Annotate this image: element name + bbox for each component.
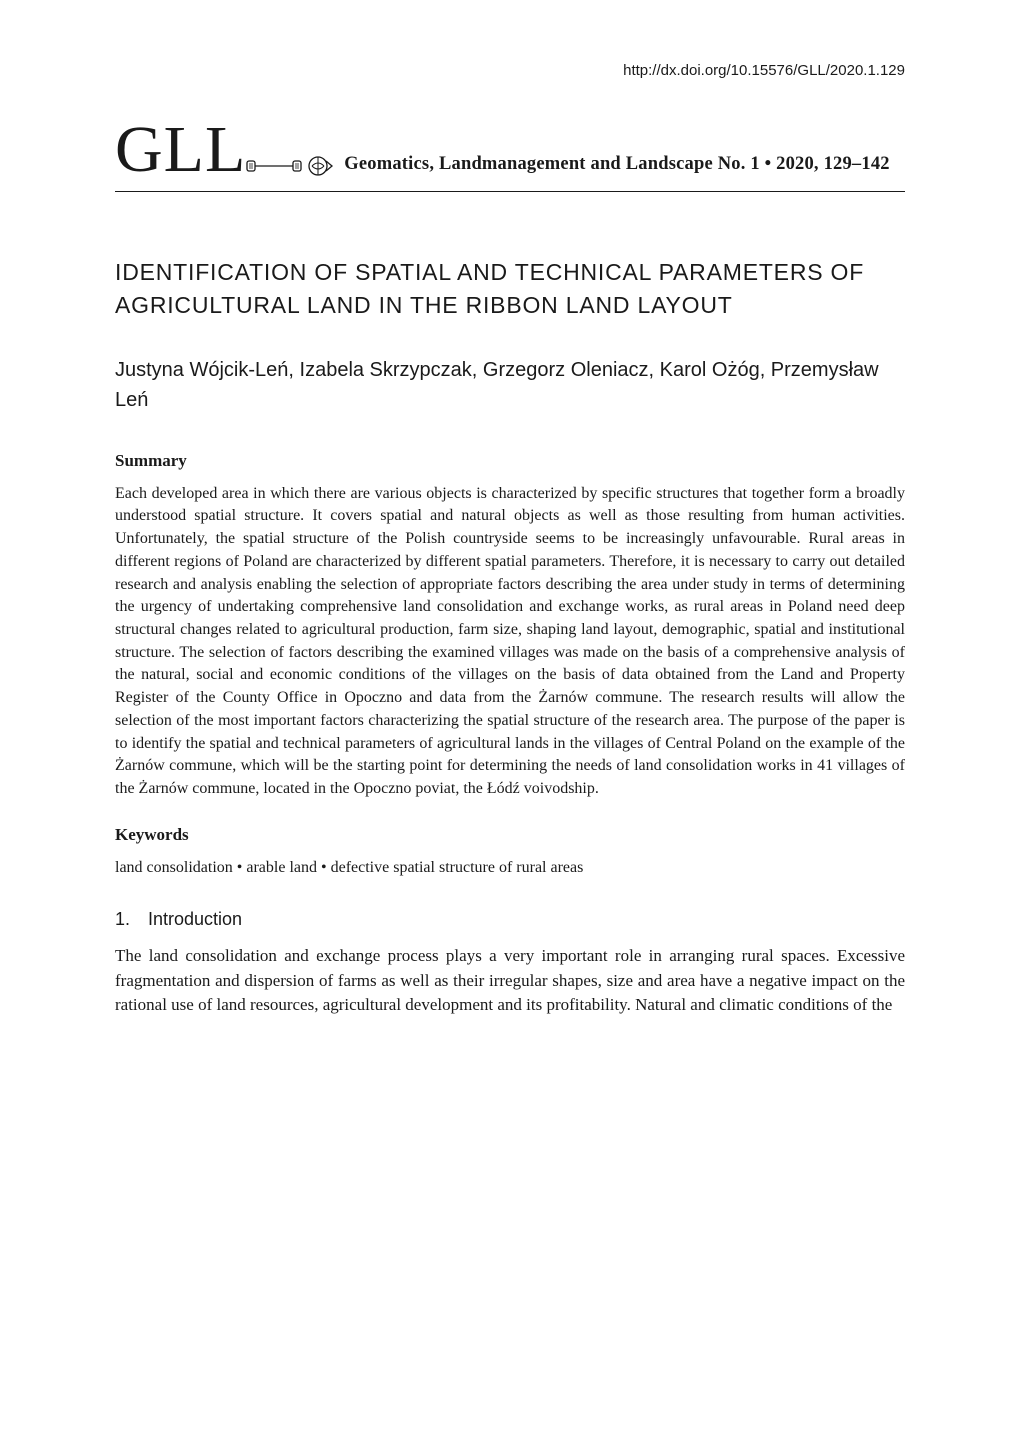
summary-text: Each developed area in which there are v… <box>115 483 905 801</box>
scroll-arrow-icon <box>246 155 334 177</box>
journal-header: GLL Geomatics, Landmanagement and Landsc… <box>115 117 905 192</box>
journal-logo-text: GLL <box>115 117 246 183</box>
keywords-heading: Keywords <box>115 825 905 845</box>
journal-name-issue: Geomatics, Landmanagement and Landscape … <box>334 154 889 183</box>
introduction-text: The land consolidation and exchange proc… <box>115 944 905 1017</box>
authors-list: Justyna Wójcik-Leń, Izabela Skrzypczak, … <box>115 355 905 415</box>
introduction-heading: 1. Introduction <box>115 909 905 930</box>
article-title: IDENTIFICATION OF SPATIAL AND TECHNICAL … <box>115 256 905 323</box>
keywords-text: land consolidation • arable land • defec… <box>115 857 905 880</box>
journal-logo: GLL <box>115 117 246 183</box>
summary-heading: Summary <box>115 451 905 471</box>
doi-link[interactable]: http://dx.doi.org/10.15576/GLL/2020.1.12… <box>115 62 905 79</box>
logo-icon-group <box>246 155 334 183</box>
